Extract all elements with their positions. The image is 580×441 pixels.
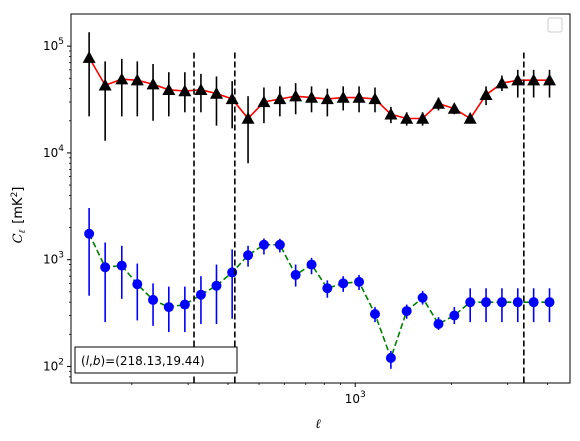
- series-1-point: [479, 88, 493, 101]
- series-2-point: [433, 318, 444, 329]
- series-1-point: [82, 51, 96, 63]
- y-tick-label: 103: [43, 251, 64, 267]
- series-2-point: [528, 297, 539, 308]
- series-2-point: [243, 250, 254, 261]
- series-1-point: [146, 77, 160, 90]
- series-1-point: [336, 91, 350, 103]
- series-1-point: [115, 72, 129, 85]
- series-2-point: [401, 306, 412, 317]
- series-1-point: [527, 73, 541, 86]
- coordinates-annotation: (l,b)=(218.13,19.44): [74, 346, 238, 374]
- series-2-point: [481, 297, 492, 308]
- series-2-point: [163, 302, 174, 313]
- series-2-point: [227, 267, 238, 278]
- series-2-point: [512, 297, 523, 308]
- series-2-point: [132, 279, 143, 290]
- series-1-point: [447, 102, 461, 114]
- series-2-point: [290, 269, 301, 280]
- series-1-point: [431, 97, 445, 109]
- series-1-point: [162, 83, 176, 96]
- series-2-point: [211, 280, 222, 291]
- series-2-point: [465, 297, 476, 308]
- series-2-point: [274, 239, 285, 250]
- series-2-point: [449, 310, 460, 321]
- series-1-point: [320, 92, 334, 105]
- series-2-point: [179, 299, 190, 310]
- series-2-point: [84, 228, 95, 239]
- series-2-point: [369, 308, 380, 319]
- series-1-point: [416, 112, 430, 124]
- series-1-point: [273, 92, 287, 105]
- series-2-point: [417, 292, 428, 303]
- series-1-point: [241, 112, 255, 124]
- series-2-point: [100, 262, 111, 273]
- series-1-point: [463, 112, 477, 124]
- series-1-point: [178, 84, 192, 97]
- series-2-point: [544, 297, 555, 308]
- series-1-point: [130, 73, 144, 86]
- series-2-point: [306, 259, 317, 270]
- series-2-point: [354, 276, 365, 287]
- series-1-point: [352, 91, 366, 103]
- series-1-point: [400, 112, 414, 124]
- series-2-point: [195, 289, 206, 300]
- series-1-point: [194, 83, 208, 96]
- series-1-point: [384, 107, 398, 120]
- series-1-point: [543, 73, 557, 86]
- axes-frame: [70, 13, 571, 384]
- series-1-point: [257, 95, 271, 108]
- series-2-point: [258, 239, 269, 250]
- series-2-point: [148, 294, 159, 305]
- series-1-point: [209, 87, 223, 99]
- series-1-point: [305, 91, 319, 103]
- series-2-point: [116, 260, 127, 271]
- y-tick-label: 105: [43, 37, 64, 53]
- series-2-point: [322, 283, 333, 294]
- series-2-point: [385, 353, 396, 364]
- series-1-point: [368, 92, 382, 105]
- axes: 102 103 104 105 103: [43, 13, 571, 406]
- y-axis-label: Cℓ[mK2]: [10, 187, 28, 244]
- data-markers: [82, 51, 557, 364]
- series-1-point: [511, 73, 525, 86]
- annotation-box: [74, 346, 238, 374]
- x-tick-label: 103: [345, 390, 366, 406]
- series-2-point: [338, 278, 349, 289]
- y-tick-label: 102: [43, 357, 64, 373]
- y-tick-label: 104: [43, 144, 64, 160]
- series-2-point: [496, 297, 507, 308]
- x-axis-label: ℓ: [315, 417, 321, 432]
- series-1-point: [98, 78, 112, 91]
- series-1-point: [495, 76, 509, 89]
- series-1-point: [289, 89, 303, 102]
- annotation-text: (l,b)=(218.13,19.44): [81, 354, 205, 368]
- legend-box: [547, 17, 563, 33]
- vertical-reference-lines: [193, 52, 525, 383]
